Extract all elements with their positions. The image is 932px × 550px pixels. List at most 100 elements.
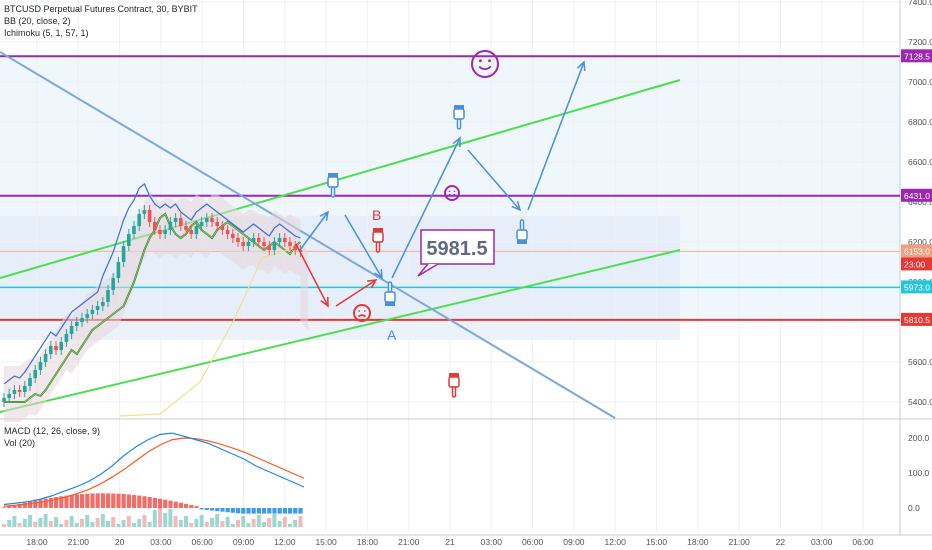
smiley-face-icon [444, 185, 460, 201]
blue-arrow-4 [467, 149, 521, 211]
macd-histogram-bar [236, 508, 241, 514]
callout-value: 5981.5 [426, 238, 487, 260]
ichimoku-indicator-label[interactable]: Ichimoku (5, 1, 57, 1) [4, 28, 89, 38]
time-tick-label: 15:00 [315, 537, 337, 547]
macd-histogram-bar [54, 496, 59, 508]
volume-bar [210, 518, 214, 527]
macd-histogram-bar [74, 494, 79, 508]
candle-body [142, 210, 147, 214]
hand-finger [519, 219, 525, 231]
macd-histogram-bar [173, 501, 178, 508]
hand-cuff [385, 302, 395, 306]
macd-histogram-bar [137, 495, 142, 508]
macd-histogram-bar [90, 493, 95, 508]
volume-bar [22, 519, 27, 527]
candle-body [38, 362, 43, 370]
macd-histogram-bar [251, 508, 256, 514]
macd-tick-label: 0.0 [908, 503, 920, 513]
volume-bar [90, 522, 95, 527]
symbol-title: BTCUSD Perpetual Futures Contract, 30, B… [4, 4, 198, 14]
macd-histogram-bar [59, 496, 64, 508]
volume-bar [95, 518, 100, 527]
macd-histogram-bar [152, 497, 157, 508]
chart-legend: BTCUSD Perpetual Futures Contract, 30, B… [4, 3, 198, 39]
candle-body [69, 326, 74, 334]
hand-palm [327, 176, 339, 188]
volume-bar [267, 518, 272, 527]
macd-histogram-bar [288, 508, 293, 514]
bb-indicator-label[interactable]: BB (20, close, 2) [4, 16, 71, 26]
price-callout: 5981.5 [417, 229, 495, 277]
face-outline [444, 185, 460, 201]
volume-bar [106, 521, 110, 527]
macd-histogram-bar [163, 499, 168, 508]
pointing-hand-icon [453, 105, 465, 130]
candle-body [17, 390, 22, 392]
candle-body [116, 262, 121, 278]
time-tick-label: 12:00 [274, 537, 296, 547]
candle-body [7, 394, 11, 398]
price-tick-label: 7000.0 [908, 77, 932, 87]
candle-body [220, 226, 225, 230]
time-tick-label: 21:00 [728, 537, 750, 547]
macd-histogram-bar [12, 504, 17, 508]
candle-body [90, 310, 95, 314]
macd-histogram-bar [64, 495, 69, 508]
bb-upper-band [3, 183, 301, 385]
volume-bar [298, 516, 303, 527]
macd-histogram-bar [48, 497, 53, 508]
price-tag [901, 188, 932, 202]
volume-bar [43, 514, 48, 527]
candle-body [225, 230, 230, 234]
candle-body [168, 222, 173, 230]
hand-finger [456, 118, 462, 130]
lagging-span [119, 245, 301, 417]
macd-indicator-label[interactable]: MACD (12, 26, close, 9) [4, 426, 101, 436]
volume-bar [12, 516, 17, 527]
price-tag-label: 6153.0 [904, 246, 930, 256]
hand-palm [453, 108, 465, 120]
price-tick-label: 6200.0 [908, 237, 932, 247]
macd-histogram-bar [158, 498, 163, 508]
macd-histogram-bar [95, 493, 100, 508]
candle-body [75, 322, 79, 326]
candle-body [147, 210, 152, 222]
candle-body [210, 218, 214, 222]
face-eye [363, 310, 366, 312]
hand-cuff [449, 373, 459, 377]
red-arrow-2 [335, 279, 377, 307]
volume-bar [194, 519, 199, 527]
vol-indicator-label[interactable]: Vol (20) [4, 438, 36, 448]
macd-histogram-bar [267, 508, 272, 514]
candle-body [80, 318, 84, 322]
volume-bar [116, 524, 121, 527]
macd-histogram-bar [168, 500, 173, 508]
macd-histogram-bar [298, 508, 303, 514]
candle-body [184, 226, 188, 230]
candle-body [283, 238, 287, 242]
macd-histogram-bar [43, 498, 48, 508]
price-tick-label: 6400.0 [908, 197, 932, 207]
volume-bar [38, 518, 43, 527]
macd-histogram-bar [194, 506, 199, 508]
volume-bar [132, 523, 136, 527]
macd-histogram-bar [121, 494, 126, 508]
time-tick-label: 21:00 [68, 537, 90, 547]
volume-bar [178, 520, 183, 527]
blue-arrow-1 [299, 211, 329, 251]
volume-bar [189, 523, 194, 527]
face-eye [358, 310, 361, 312]
macd-histogram-bar [184, 503, 189, 508]
volume-bar [230, 524, 235, 527]
time-tick-label: 03:00 [811, 537, 833, 547]
wave-label-a: A [387, 327, 397, 343]
candle-body [173, 218, 178, 222]
macd-histogram-bar [225, 508, 230, 513]
face-mouth [357, 314, 367, 318]
volume-bar [262, 522, 266, 527]
face-eye [453, 190, 456, 193]
candle-body [59, 342, 63, 350]
candle-body [236, 238, 240, 242]
volume-bar [225, 517, 230, 527]
volume-bar [69, 516, 74, 527]
